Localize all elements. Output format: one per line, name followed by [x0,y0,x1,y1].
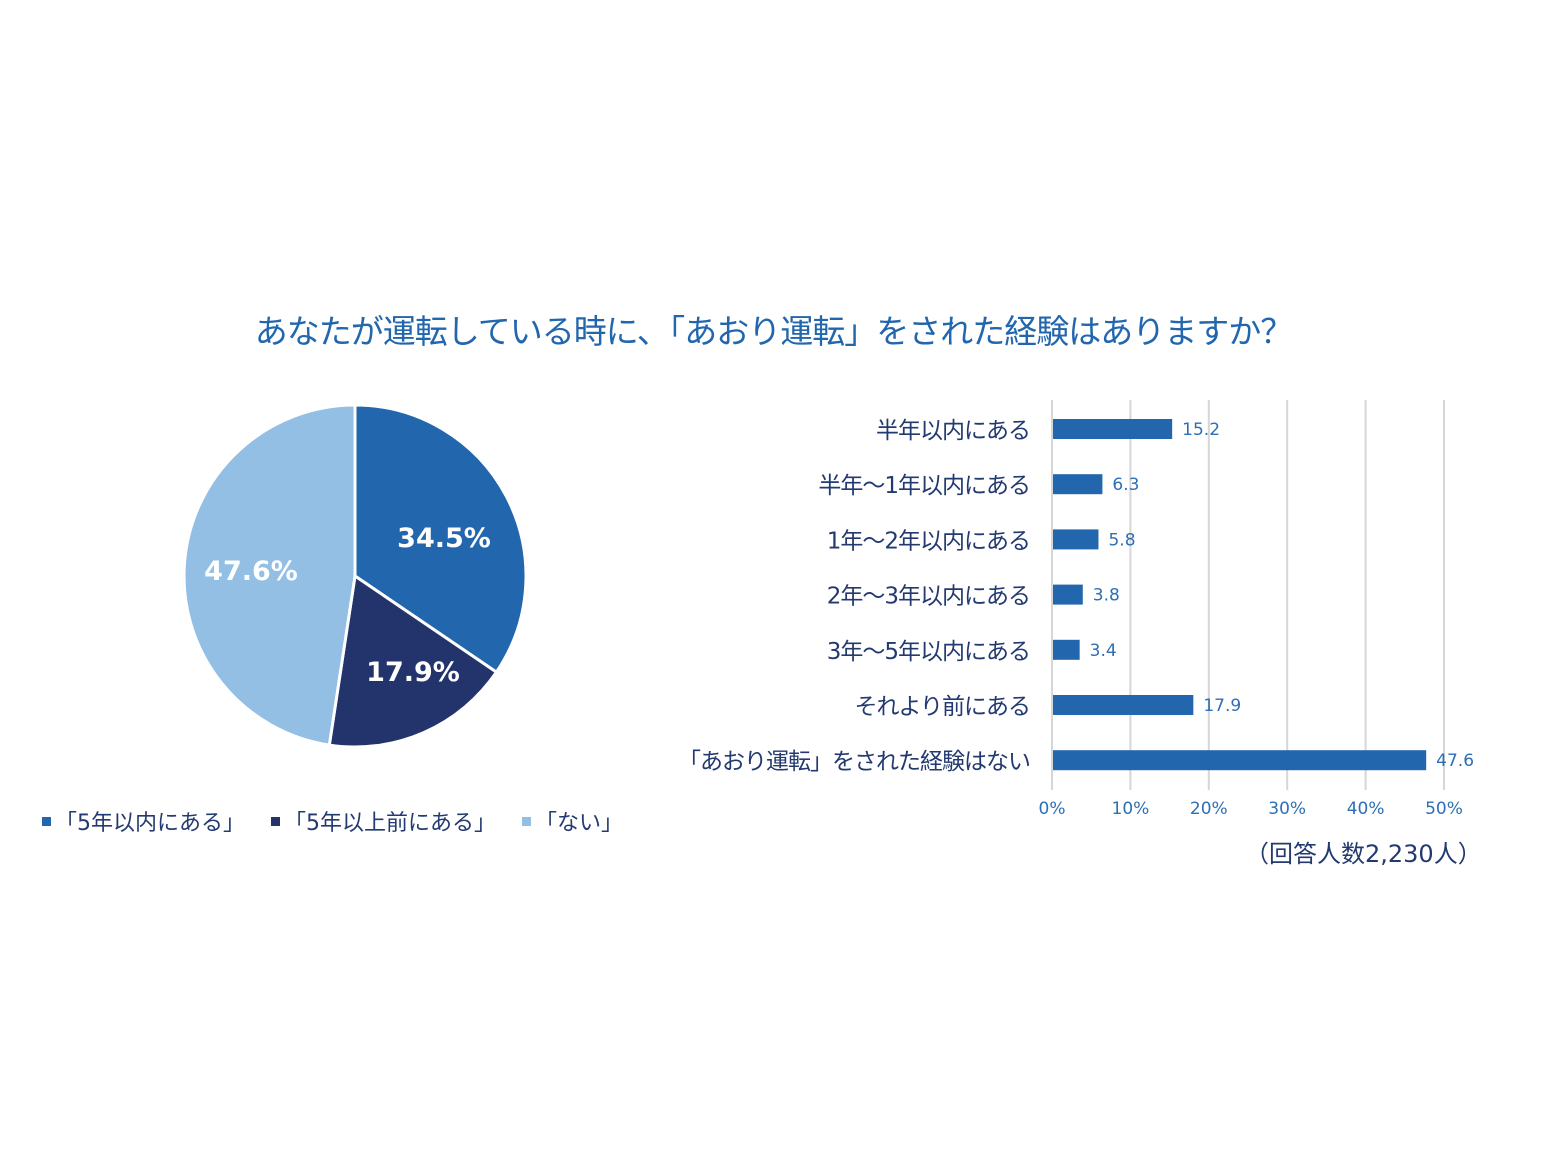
bar [1053,584,1083,605]
legend-swatch [522,816,531,826]
y-category-label: 半年以内にある [876,418,1030,444]
pie-data-label: 34.5% [397,523,491,554]
legend-item: 「ない」 [522,805,623,837]
pie-slice [182,403,357,747]
bar-value-label: 3.4 [1090,641,1117,661]
bar [1053,419,1173,439]
pie-data-label: 17.9% [366,657,460,688]
bar-value-label: 3.8 [1093,586,1120,606]
y-category-label: 半年～1年以内にある [818,473,1030,499]
x-tick-label: 0% [1039,799,1066,819]
bar [1053,695,1194,715]
pie-data-label: 47.6% [204,556,298,587]
bar [1053,639,1080,660]
x-tick-label: 30% [1268,799,1306,819]
pie-slice [353,403,528,675]
x-tick-label: 50% [1425,799,1463,819]
y-category-label: 「あおり運転」をされた経験はない [678,749,1030,775]
legend-item: 「5年以上前にある」 [271,805,496,837]
bar-value-label: 47.6 [1436,751,1474,771]
bar-value-label: 6.3 [1112,475,1139,495]
pie-legend: 「5年以内にある」 「5年以上前にある」 「ない」 [42,805,623,837]
bar [1053,750,1427,771]
y-category-label: それより前にある [854,694,1030,720]
legend-label: 「ない」 [535,811,624,836]
bar-value-label: 17.9 [1203,696,1241,716]
bar [1053,529,1099,550]
x-tick-label: 10% [1112,799,1150,819]
y-category-label: 1年～2年以内にある [827,528,1030,554]
y-category-label: 3年～5年以内にある [827,639,1030,665]
legend-swatch [42,816,51,826]
bar-value-label: 5.8 [1108,530,1135,550]
respondent-count-note: （回答人数2,230人） [1245,840,1482,868]
x-tick-label: 20% [1190,799,1228,819]
legend-label: 「5年以上前にある」 [284,811,496,836]
legend-swatch [271,816,280,826]
pie-slice [327,573,499,749]
bar-value-label: 15.2 [1182,420,1220,440]
y-category-label: 2年～3年以内にある [827,584,1030,610]
chart-title: あなたが運転している時に、「あおり運転」をされた経験はありますか？ [254,312,1294,351]
legend-item: 「5年以内にある」 [42,805,245,837]
bar [1053,474,1103,495]
x-tick-label: 40% [1347,799,1385,819]
legend-label: 「5年以内にある」 [55,811,245,836]
